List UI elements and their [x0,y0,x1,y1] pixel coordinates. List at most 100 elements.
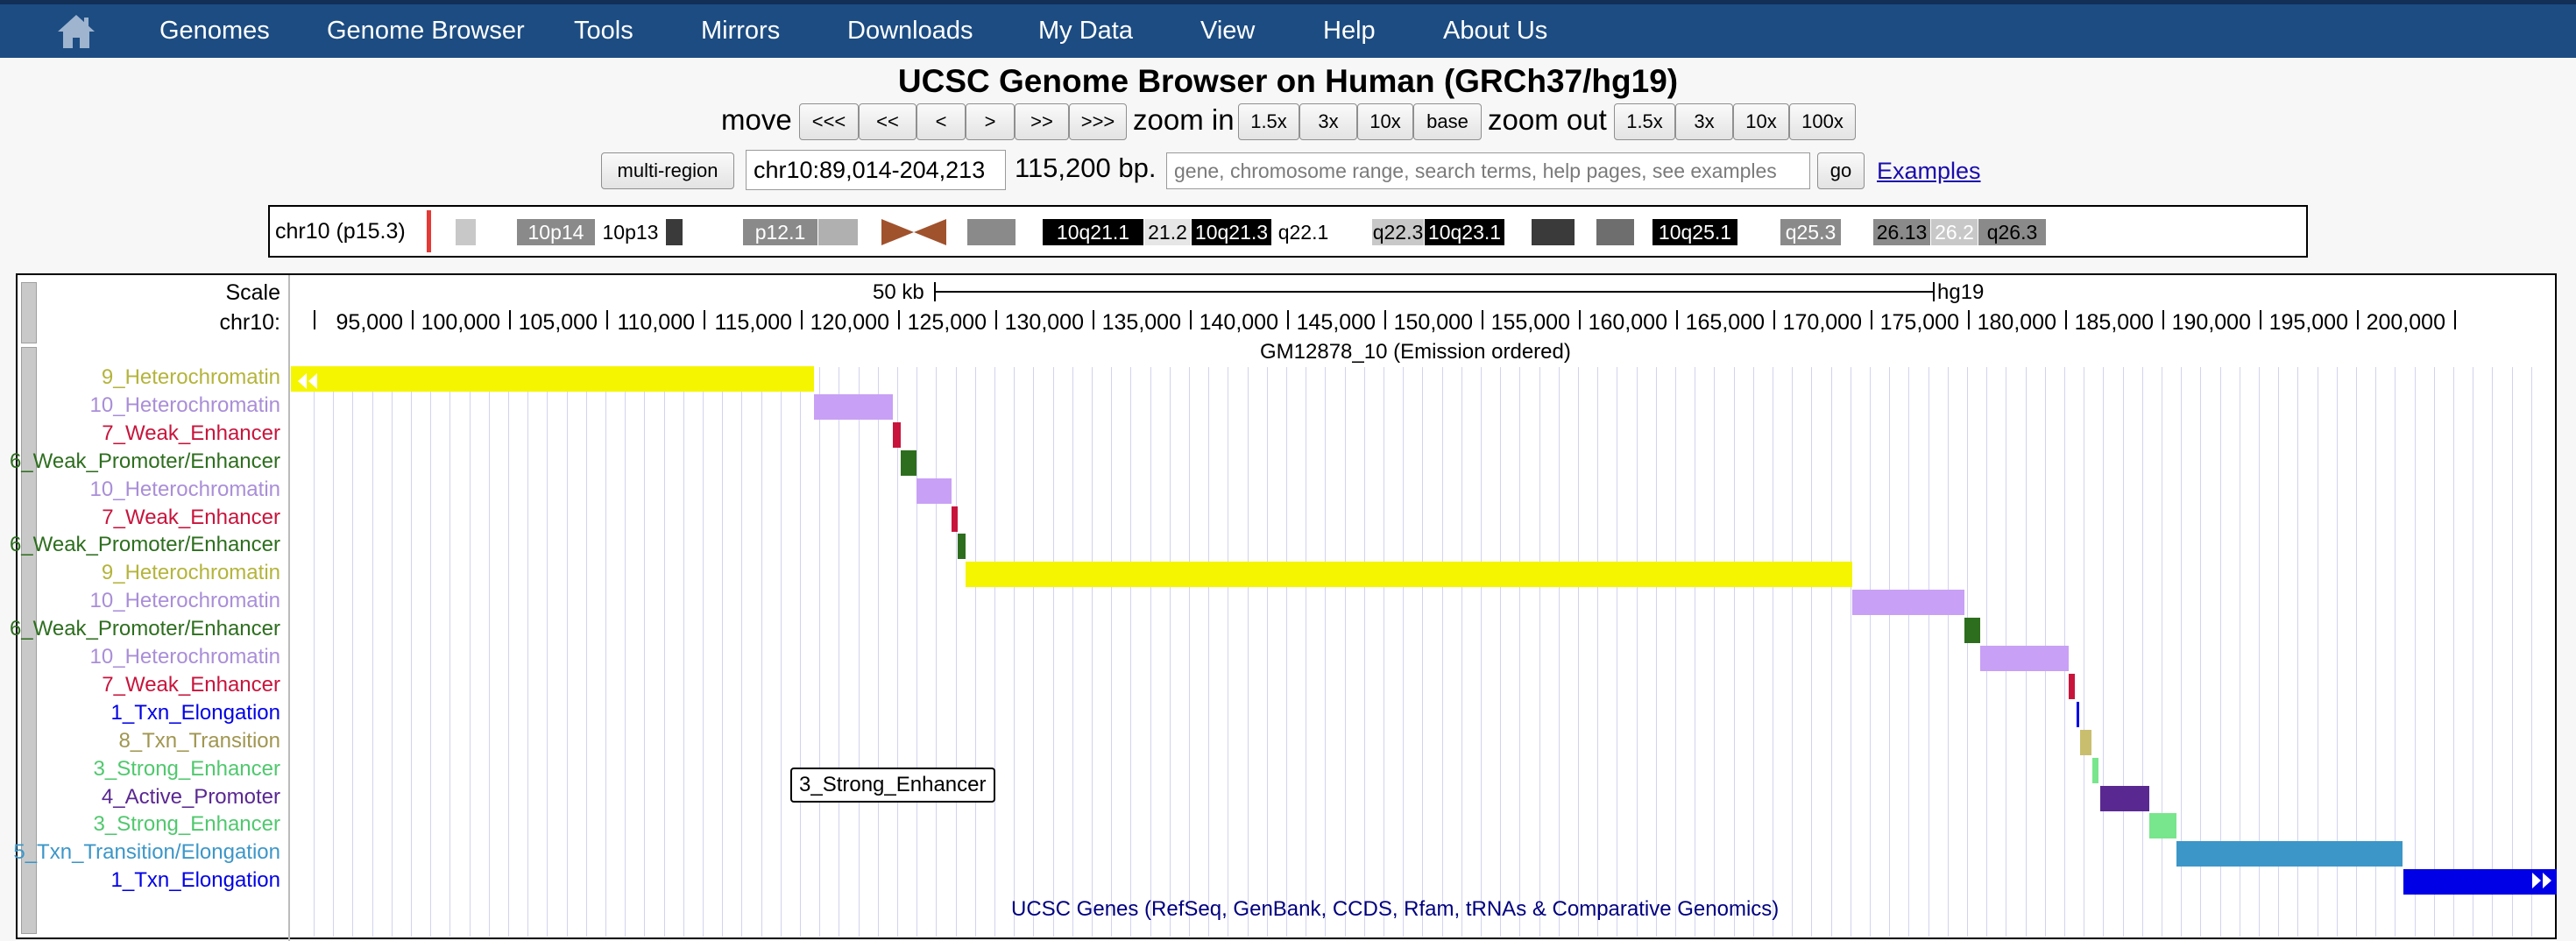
state-label[interactable]: 9_Heterochromatin [101,365,280,389]
grid-line [703,367,704,937]
state-segment[interactable] [1964,618,1980,643]
state-label[interactable]: 7_Weak_Enhancer [102,421,280,445]
position-input[interactable]: chr10:89,014-204,213 [746,150,1006,190]
move-small-right-button[interactable]: > [966,103,1015,140]
grid-line [547,367,548,937]
move-small-left-button[interactable]: < [916,103,966,140]
grid-line [1170,367,1171,937]
ideogram-band-label: q26.3 [1986,221,2038,244]
nav-help[interactable]: Help [1323,17,1376,45]
state-label[interactable]: 1_Txn_Elongation [110,868,280,892]
state-label[interactable]: 10_Heterochromatin [89,393,280,417]
state-label[interactable]: 10_Heterochromatin [89,478,280,501]
ruler-tick-label: 200,000 [2366,310,2445,335]
zoom-out-1-5x-button[interactable]: 1.5x [1614,103,1675,140]
state-label[interactable]: 1_Txn_Elongation [110,701,280,725]
zoom-in-1-5x-button[interactable]: 1.5x [1238,103,1299,140]
zoom-out-3x-button[interactable]: 3x [1675,103,1733,140]
state-segment[interactable] [916,478,952,504]
go-button[interactable]: go [1817,152,1865,189]
state-label[interactable]: 10_Heterochromatin [89,589,280,612]
zoom-out-10x-button[interactable]: 10x [1733,103,1789,140]
grid-line [449,367,450,937]
ideogram-band-label: p12.1 [754,221,806,244]
move-far-left-button[interactable]: <<< [799,103,859,140]
state-segment[interactable] [2077,702,2079,727]
move-right-button[interactable]: >> [1015,103,1069,140]
state-label[interactable]: 10_Heterochromatin [89,645,280,669]
grid-line [1033,367,1034,937]
nav-downloads[interactable]: Downloads [847,17,973,45]
state-segment[interactable] [1852,590,1964,615]
ruler-tick [1676,310,1678,329]
nav-view[interactable]: View [1200,17,1256,45]
feature-tooltip: 3_Strong_Enhancer [790,768,995,803]
ideogram-chrom-label: chr10 (p15.3) [275,219,406,244]
search-input[interactable]: gene, chromosome range, search terms, he… [1166,152,1810,189]
state-label[interactable]: 3_Strong_Enhancer [93,757,281,781]
state-label[interactable]: 7_Weak_Enhancer [102,673,280,697]
examples-link[interactable]: Examples [1877,158,1981,184]
state-segment[interactable] [2176,841,2403,867]
state-segment[interactable] [2080,730,2091,755]
grid-line [1189,367,1190,937]
state-label[interactable]: 5_Txn_Transition/Elongation [13,840,280,864]
state-label[interactable]: 7_Weak_Enhancer [102,506,280,529]
ruler-tick [1384,310,1386,329]
chromosome-ideogram[interactable]: chr10 (p15.3) 10p14 10p13 p12.1 10q21.1 21.2… [268,205,2308,258]
nav-mirrors[interactable]: Mirrors [701,17,781,45]
grid-line [1597,367,1598,937]
state-label[interactable]: 6_Weak_Promoter/Enhancer [9,617,280,640]
state-segment[interactable] [966,562,1852,587]
state-label[interactable]: 6_Weak_Promoter/Enhancer [9,449,280,473]
nav-genomes[interactable]: Genomes [159,17,270,45]
grid-line [1792,367,1793,937]
grid-line [586,367,587,937]
state-segment[interactable] [958,534,966,559]
state-segment[interactable] [291,366,814,392]
ideogram-band [1635,219,1652,245]
grid-line [1870,367,1871,937]
grid-line [1111,367,1112,937]
move-left-button[interactable]: << [859,103,916,140]
grid-line [741,367,742,937]
state-segment[interactable] [2403,869,2557,895]
state-segment[interactable] [1980,646,2069,671]
state-segment[interactable] [901,450,916,476]
multi-region-button[interactable]: multi-region [601,152,734,189]
grid-line [1442,367,1443,937]
state-segment[interactable] [2149,813,2176,838]
ideogram-band [666,219,683,245]
nav-my-data[interactable]: My Data [1038,17,1133,45]
move-far-right-button[interactable]: >>> [1069,103,1127,140]
grid-line [1714,367,1715,937]
state-label[interactable]: 8_Txn_Transition [118,729,280,753]
zoom-in-base-button[interactable]: base [1413,103,1482,140]
ideogram-band-label: 26.13 [1876,221,1928,244]
state-segment[interactable] [952,506,958,532]
state-segment[interactable] [2100,786,2149,811]
state-segment[interactable] [2069,674,2075,699]
nav-about-us[interactable]: About Us [1443,17,1548,45]
nav-tools[interactable]: Tools [574,17,633,45]
state-label[interactable]: 9_Heterochromatin [101,561,280,584]
scroll-right-arrows-icon[interactable] [2529,871,2553,890]
grid-line [1053,367,1054,937]
track-image[interactable]: Scale 50 kb hg19 chr10: 95,000 100,000 105… [10,273,2557,941]
ruler-tick-label: 190,000 [2171,310,2251,335]
ruler-tick [2357,310,2359,329]
zoom-out-100x-button[interactable]: 100x [1789,103,1856,140]
ruler-tick [1287,310,1289,329]
state-segment[interactable] [893,422,901,448]
scroll-left-arrows-icon[interactable] [296,371,321,391]
state-segment[interactable] [814,394,893,420]
zoom-in-10x-button[interactable]: 10x [1357,103,1413,140]
home-icon[interactable] [54,11,98,52]
nav-genome-browser[interactable]: Genome Browser [327,17,525,45]
zoom-in-3x-button[interactable]: 3x [1299,103,1357,140]
state-segment[interactable] [2092,758,2098,783]
ruler-side-button[interactable] [21,282,37,343]
state-label[interactable]: 3_Strong_Enhancer [93,812,281,836]
state-label[interactable]: 6_Weak_Promoter/Enhancer [9,533,280,556]
state-label[interactable]: 4_Active_Promoter [101,785,280,809]
